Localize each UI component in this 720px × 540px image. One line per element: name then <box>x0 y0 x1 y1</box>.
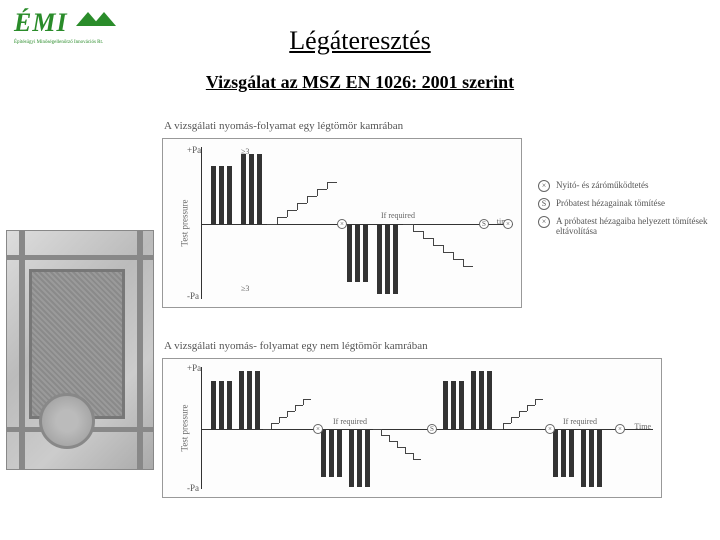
d2-pa-bot: -Pa <box>187 483 199 493</box>
d2-if-required2: If required <box>563 417 597 426</box>
diagram2-caption: A vizsgálati nyomás- folyamat egy nem lé… <box>164 340 428 352</box>
d2-if-required: If required <box>333 417 367 426</box>
d1-y-axis <box>201 147 202 299</box>
diagram1-caption: A vizsgálati nyomás-folyamat egy légtömö… <box>164 120 403 132</box>
page-title: Légáteresztés <box>0 26 720 56</box>
legend-sym-icon: S <box>538 198 550 210</box>
page-subtitle: Vizsgálat az MSZ EN 1026: 2001 szerint <box>0 72 720 93</box>
test-apparatus-photo <box>6 230 154 470</box>
legend-sym-icon: × <box>538 216 550 228</box>
d1-if-required: If required <box>381 211 415 220</box>
legend-row: S Próbatest hézagainak tömítése <box>538 198 708 210</box>
pressure-diagram-unsealed: Test pressure +Pa -Pa If required If req… <box>162 358 662 498</box>
d1-pa-bot: -Pa <box>187 291 199 301</box>
d2-ylabel: Test pressure <box>180 404 190 451</box>
fan-circle-icon <box>39 393 95 449</box>
d2-pa-top: +Pa <box>187 363 201 373</box>
d1-pa-top: +Pa <box>187 145 201 155</box>
d2-y-axis <box>201 367 202 489</box>
legend-text: A próbatest hézagaiba helyezett tömítése… <box>556 216 708 236</box>
d2-time: Time <box>634 422 651 431</box>
d1-annot-bot: ≥3 <box>241 284 249 293</box>
legend-row: × A próbatest hézagaiba helyezett tömíté… <box>538 216 708 236</box>
legend-text: Nyitó- és záróműködtetés <box>556 180 648 190</box>
legend-row: × Nyitó- és záróműködtetés <box>538 180 708 192</box>
legend-text: Próbatest hézagainak tömítése <box>556 198 665 208</box>
pressure-diagram-sealed: Test pressure +Pa -Pa ≥3 If required tim… <box>162 138 522 308</box>
legend-sym-icon: × <box>538 180 550 192</box>
d1-ylabel: Test pressure <box>180 199 190 246</box>
diagram-legend: × Nyitó- és záróműködtetés S Próbatest h… <box>538 180 708 242</box>
